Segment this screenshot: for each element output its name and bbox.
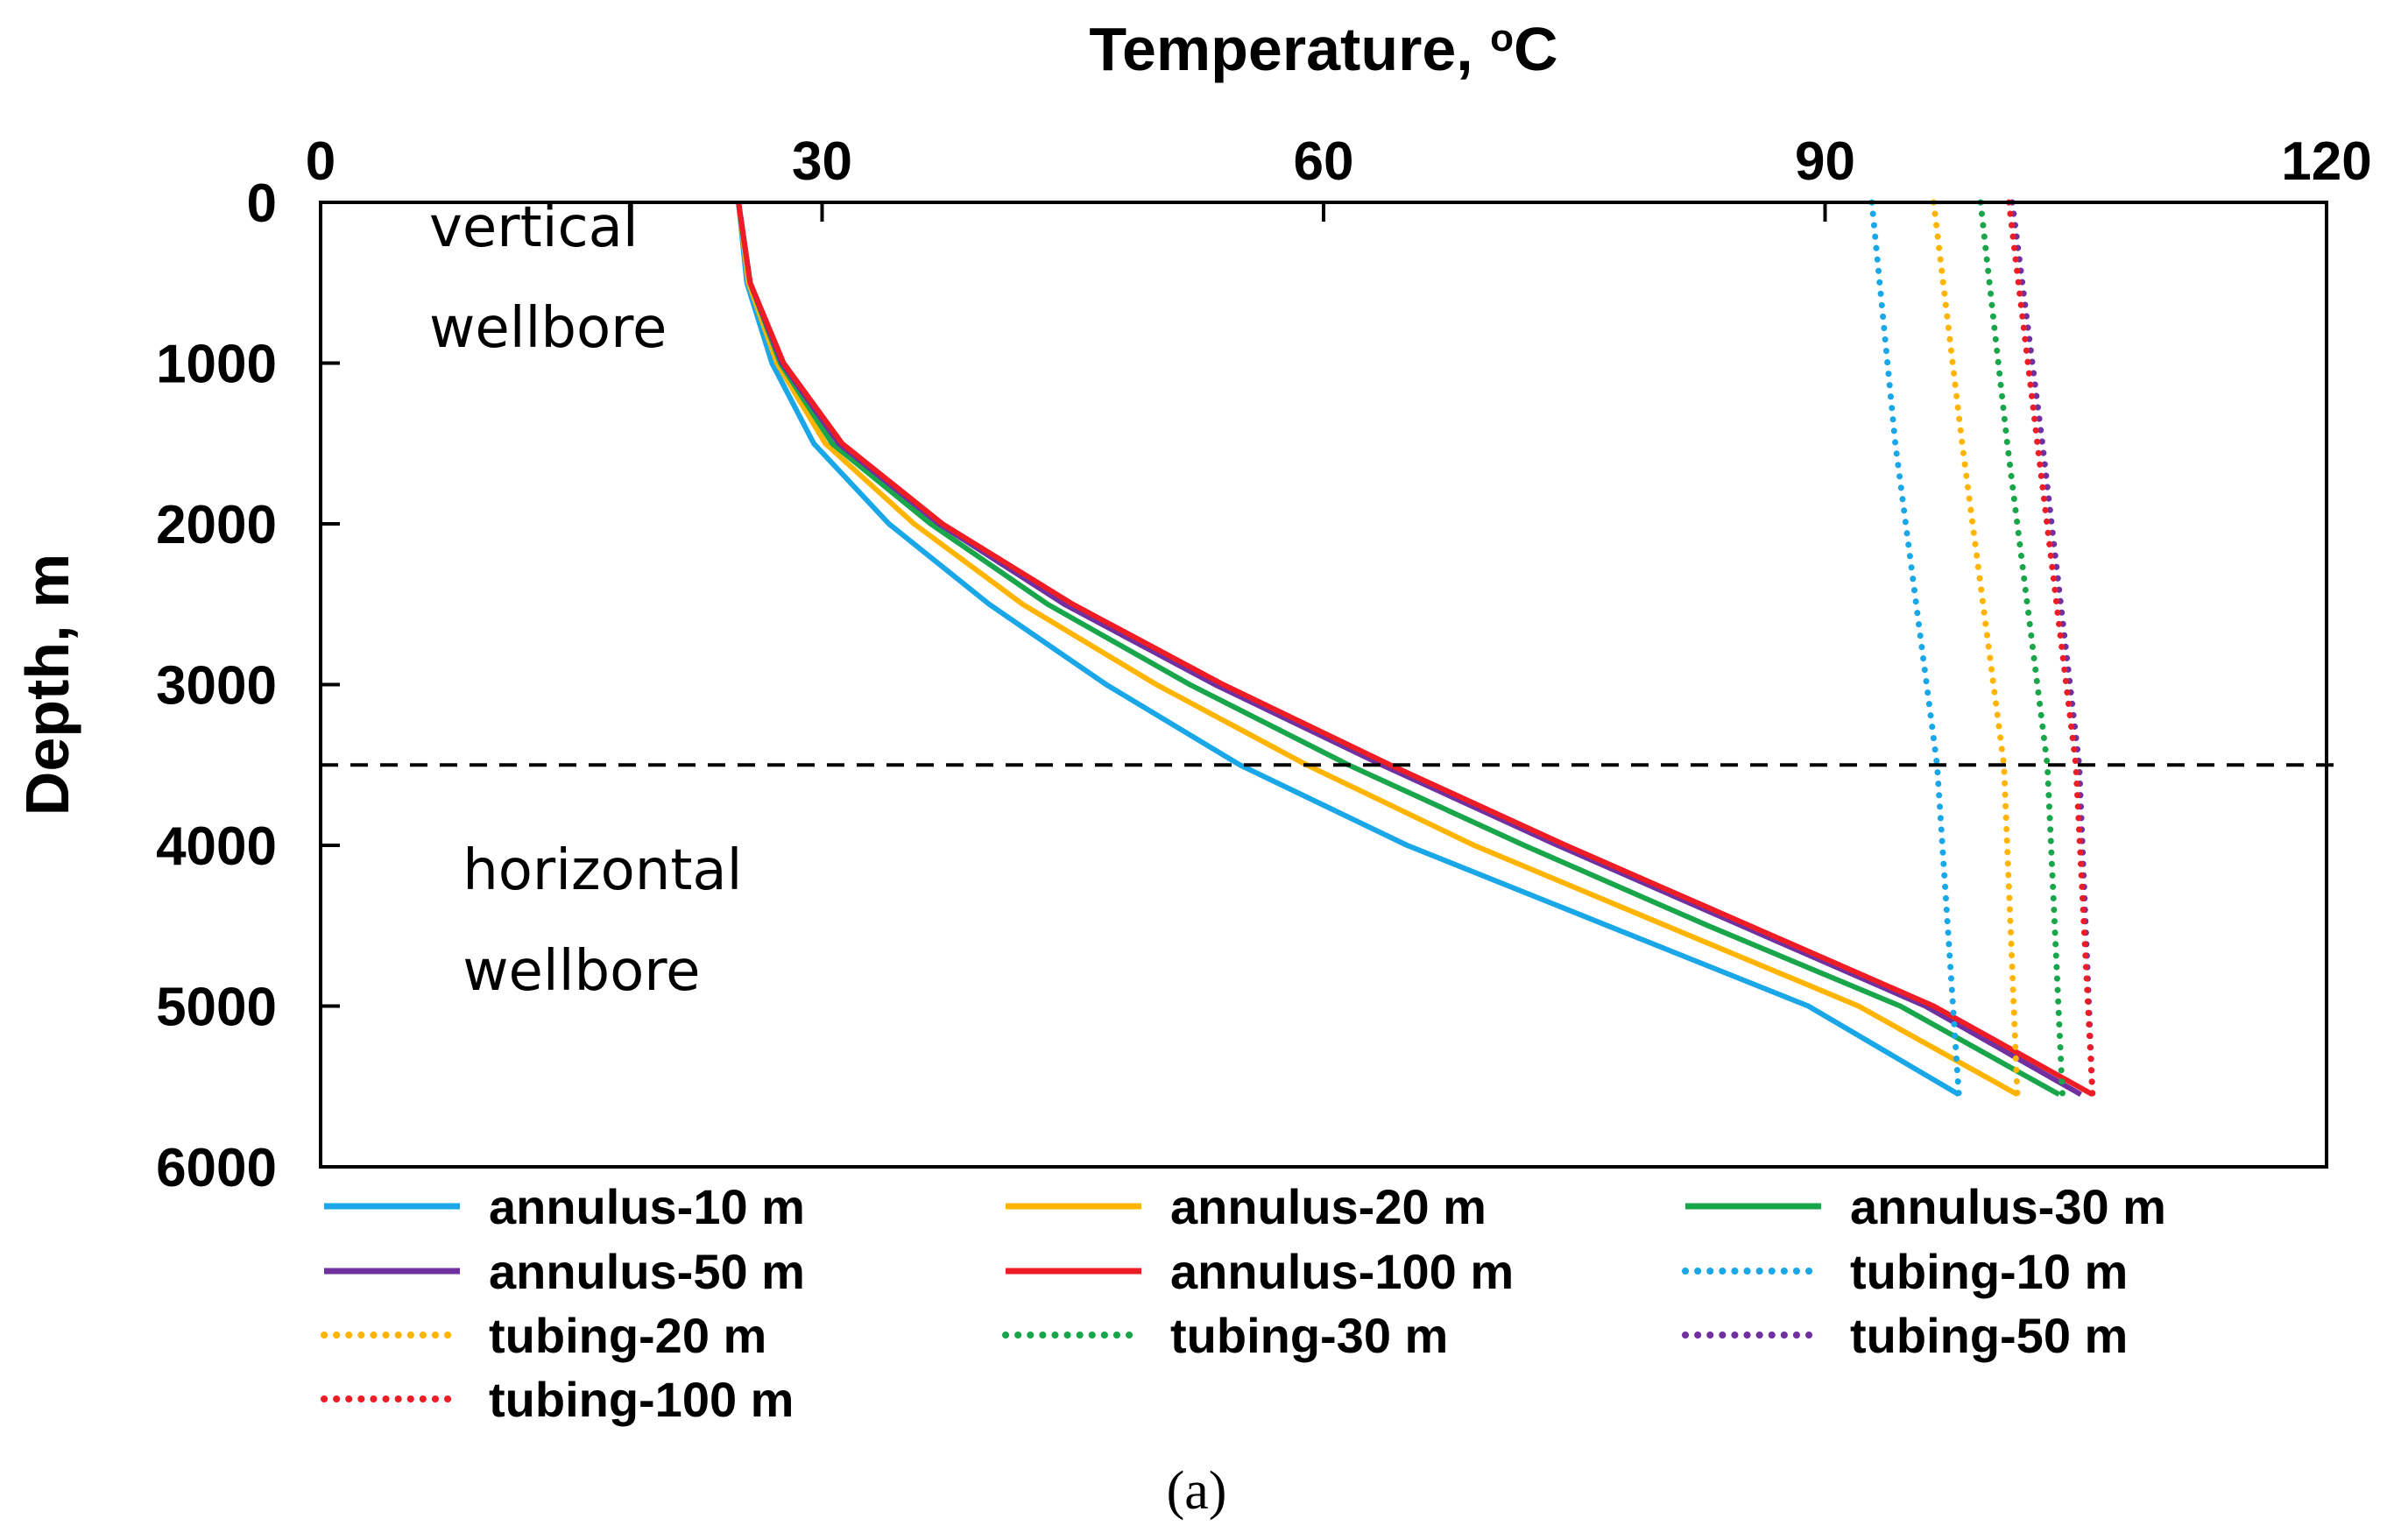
series-line-annulus-50m [736, 201, 2082, 1098]
series-line-annulus-10m [736, 201, 1960, 1097]
series-line-tubing-50m [2009, 199, 2096, 1098]
annotations: vertical wellbore horizontal wellbore [429, 195, 742, 1004]
x-tick-labels: 0 30 60 90 120 [306, 131, 2372, 192]
y-tick-label: 2000 [156, 495, 277, 555]
legend-label: tubing-20 m [489, 1308, 766, 1363]
figure-caption: (a) [1167, 1461, 1227, 1521]
plot-area-frame [319, 201, 2328, 1169]
y-tick-labels: 0 1000 2000 3000 4000 5000 6000 [156, 173, 277, 1198]
annotation-text: wellbore [463, 939, 700, 1004]
legend-label: tubing-50 m [1850, 1308, 2128, 1363]
annotation-text: wellbore [429, 296, 667, 361]
x-tick-label: 30 [792, 131, 852, 192]
x-tick-label: 120 [2281, 131, 2371, 192]
series-line-annulus-20m [736, 201, 2019, 1098]
series-line-tubing-20m [1931, 199, 2021, 1098]
x-axis-title: Temperature, oC [1089, 15, 1557, 83]
legend-label: annulus-30 m [1850, 1179, 2166, 1234]
series-line-tubing-100m [2005, 199, 2096, 1098]
y-tick-label: 5000 [156, 978, 277, 1038]
annotation-text: vertical [429, 195, 639, 260]
legend-label: annulus-20 m [1170, 1179, 1487, 1234]
annotation-text: horizontal [463, 838, 742, 903]
y-tick-label: 3000 [156, 656, 277, 717]
series-line-tubing-10m [1868, 199, 1962, 1098]
y-tick-label: 4000 [156, 816, 277, 877]
legend-label: tubing-30 m [1170, 1308, 1448, 1363]
x-tick-label: 60 [1294, 131, 1354, 192]
y-axis-title: Depth, m [13, 554, 81, 816]
series-line-tubing-30m [1977, 199, 2066, 1098]
legend-label: annulus-10 m [489, 1179, 805, 1234]
y-tick-label: 0 [247, 173, 277, 234]
legend: annulus-10 m annulus-20 m annulus-30 m annu… [321, 1179, 2166, 1427]
x-tick-label: 0 [306, 131, 335, 192]
x-tick-label: 90 [1795, 131, 1855, 192]
legend-label: annulus-100 m [1170, 1244, 1514, 1299]
legend-label: tubing-100 m [489, 1372, 794, 1427]
series-line-annulus-30m [736, 201, 2061, 1098]
y-tick-label: 1000 [156, 335, 277, 395]
legend-label: annulus-50 m [489, 1244, 805, 1299]
legend-label: tubing-10 m [1850, 1244, 2128, 1299]
series-line-annulus-100m [736, 201, 2094, 1098]
y-tick-label: 6000 [156, 1138, 277, 1198]
series-lines [736, 199, 2096, 1098]
